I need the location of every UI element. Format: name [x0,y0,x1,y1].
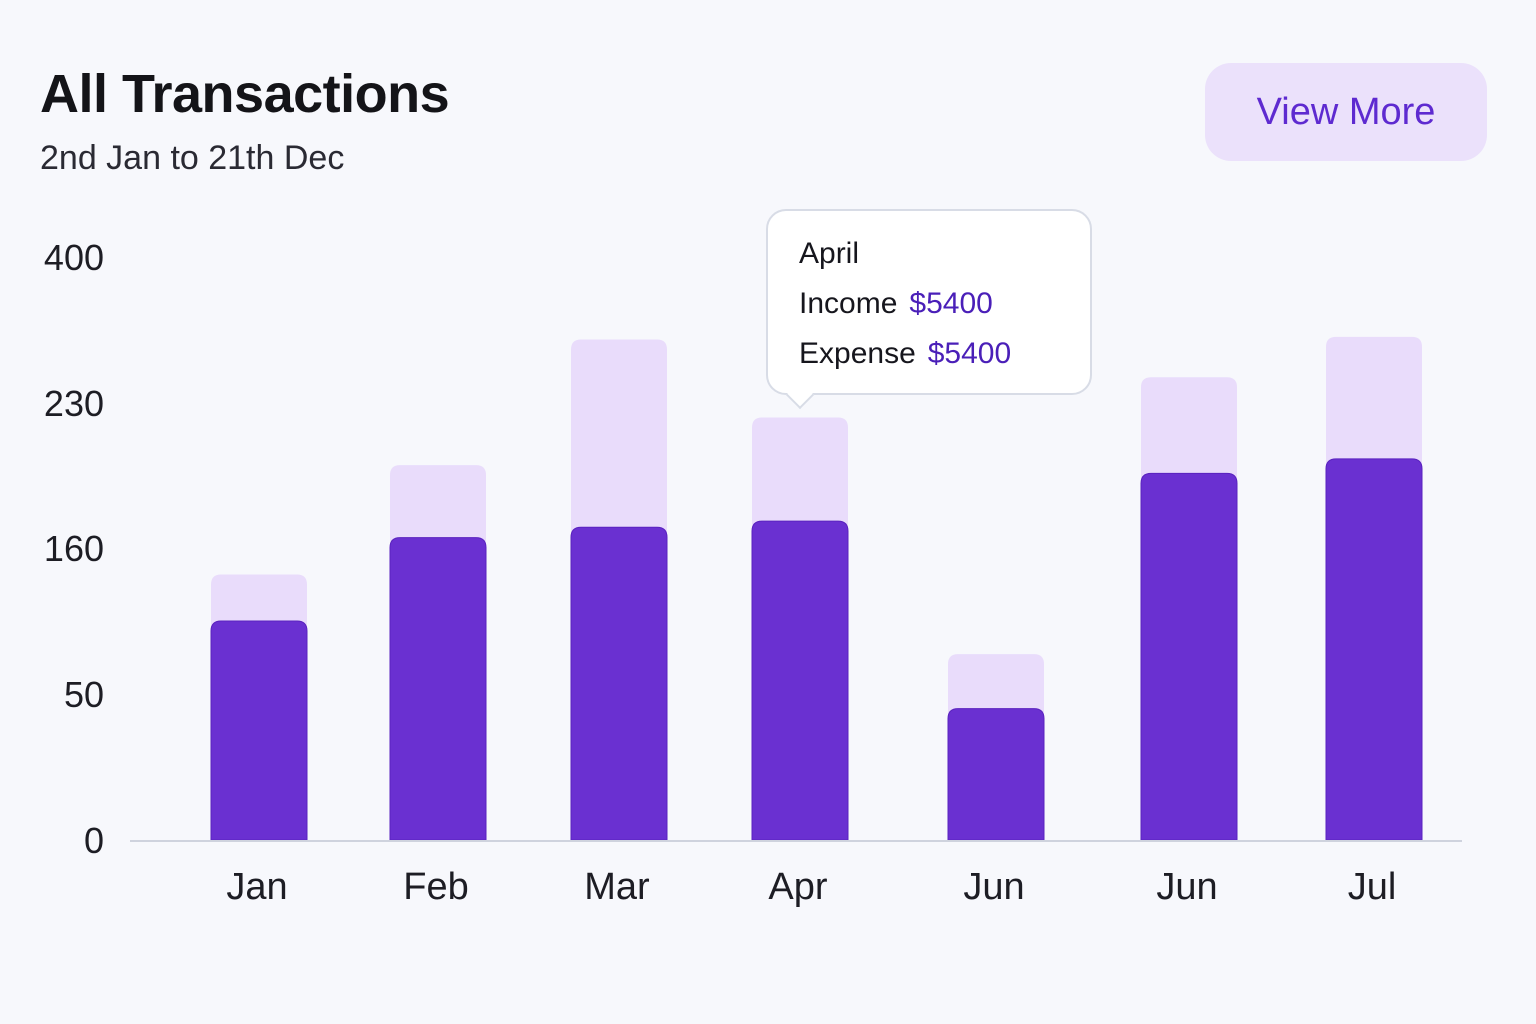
x-tick-label: Jul [1348,866,1397,908]
tooltip-expense-row: Expense $5400 [799,333,1090,383]
income-bar[interactable] [1325,458,1423,841]
tooltip-income-value: $5400 [909,287,993,320]
tooltip-month: April [799,237,860,270]
tooltip-expense-value: $5400 [927,337,1012,370]
x-tick-label: Jun [1156,866,1217,908]
y-tick-label: 0 [84,820,104,861]
page-title: All Transactions [40,64,450,124]
bars [210,336,1423,841]
tooltip-income-row: Income $5400 [799,283,1090,333]
x-tick-label: Jan [226,866,287,908]
y-tick-label: 160 [44,528,104,569]
income-bar[interactable] [751,520,849,841]
y-tick-label: 50 [64,674,104,715]
x-tick-label: Apr [768,866,827,908]
income-bar[interactable] [210,620,308,841]
income-bar[interactable] [1140,472,1238,841]
bar-tooltip: April Income $5400 Expense $5400 [766,209,1092,410]
x-tick-label: Jun [963,866,1024,908]
income-bar[interactable] [947,708,1045,841]
income-bar[interactable] [389,537,487,841]
income-bar[interactable] [570,526,668,841]
x-axis: Jan Feb Mar Apr Jun Jun Jul [226,866,1396,908]
y-axis: 0 50 160 230 400 [44,237,104,861]
y-tick-label: 400 [44,237,104,278]
header: All Transactions 2nd Jan to 21th Dec [40,62,450,180]
x-tick-label: Feb [403,866,468,908]
tooltip-expense-label: Expense [799,337,916,370]
tooltip-income-label: Income [799,287,898,320]
y-tick-label: 230 [44,383,104,424]
x-tick-label: Mar [584,866,650,908]
date-range-subtitle: 2nd Jan to 21th Dec [40,139,345,177]
view-more-button[interactable]: View More [1205,63,1487,161]
